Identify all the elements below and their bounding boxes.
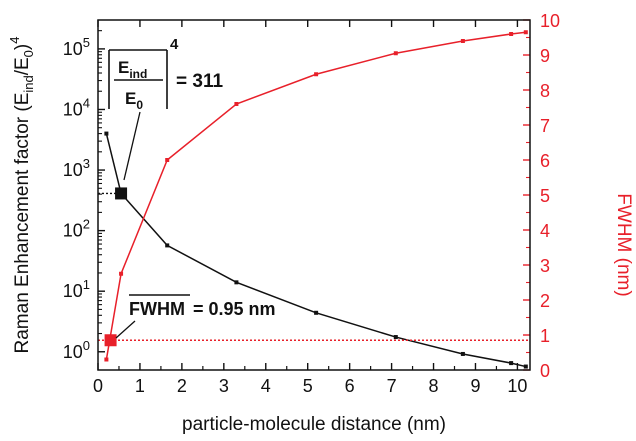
- y-right-tick-label: 1: [540, 326, 550, 346]
- annot-enh-exponent: 4: [170, 36, 179, 53]
- x-tick-label: 9: [470, 376, 480, 396]
- data-point-right: [523, 30, 528, 35]
- data-point-left: [234, 280, 239, 285]
- data-point-left: [165, 243, 170, 248]
- y-left-tick-label: 101: [63, 277, 90, 301]
- data-point-right: [165, 158, 170, 162]
- data-point-left: [393, 335, 398, 340]
- y-right-tick-label: 5: [540, 186, 550, 206]
- annot-enh-numerator: Eind: [118, 58, 147, 81]
- series-line-left: [105, 133, 526, 368]
- y-right-tick-label: 9: [540, 46, 550, 66]
- y-left-tick-label: 102: [63, 217, 90, 241]
- annotation-fwhm: FWHM = 0.95 nm: [115, 294, 276, 339]
- annot-fwhm-arrow: [115, 320, 136, 339]
- x-tick-label: 0: [93, 376, 103, 396]
- y-right-tick-label: 2: [540, 291, 550, 311]
- y-left-tick-label: 105: [63, 35, 90, 59]
- x-tick-label: 7: [387, 376, 397, 396]
- annot-enh-arrow: [123, 111, 141, 181]
- y-left-tick-label: 103: [63, 156, 90, 180]
- x-tick-label: 5: [303, 376, 313, 396]
- data-point-right: [104, 357, 109, 362]
- y-axis-right-title: FWHM (nm): [613, 193, 634, 296]
- highlight-marker-black: [115, 187, 128, 200]
- x-tick-label: 4: [261, 376, 271, 396]
- y-right-tick-label: 0: [540, 361, 550, 381]
- annot-fwhm-label: FWHM: [129, 299, 185, 319]
- data-point-left: [509, 361, 514, 366]
- data-point-right: [460, 39, 465, 43]
- annot-enh-value: = 311: [176, 71, 223, 92]
- x-tick-label: 6: [345, 376, 355, 396]
- data-point-right: [234, 102, 239, 106]
- plot-frame: [97, 19, 531, 371]
- x-axis-title: particle-molecule distance (nm): [182, 414, 446, 435]
- annotation-enhancement: Eind E0 4 = 311: [108, 36, 223, 181]
- highlight-marker-red: [104, 334, 117, 347]
- data-point-right: [314, 72, 319, 77]
- data-point-left: [314, 310, 319, 315]
- data-point-right: [509, 32, 514, 36]
- x-tick-label: 3: [219, 376, 229, 396]
- data-point-left: [460, 351, 465, 356]
- x-tick-label: 10: [507, 376, 527, 396]
- data-point-right: [393, 51, 398, 56]
- y-left-tick-label: 100: [63, 338, 90, 362]
- data-point-left: [523, 364, 528, 369]
- data-point-left: [104, 131, 109, 136]
- x-tick-label: 1: [135, 376, 145, 396]
- x-tick-label: 2: [177, 376, 187, 396]
- y-left-tick-label: 104: [63, 95, 90, 119]
- y-right-tick-label: 7: [540, 116, 550, 136]
- annot-enh-denominator: E0: [125, 89, 143, 112]
- y-right-tick-label: 10: [540, 11, 560, 31]
- y-axis-left-title: Raman Enhancement factor (Eind/E0)4: [7, 37, 36, 354]
- y-right-tick-label: 4: [540, 221, 550, 241]
- y-right-tick-label: 8: [540, 81, 550, 101]
- annot-fwhm-value: = 0.95 nm: [193, 299, 276, 319]
- data-point-right: [119, 271, 124, 276]
- plot-layer: [97, 19, 530, 371]
- y-right-tick-label: 6: [540, 151, 550, 171]
- y-right-tick-label: 3: [540, 256, 550, 276]
- x-tick-label: 8: [429, 376, 439, 396]
